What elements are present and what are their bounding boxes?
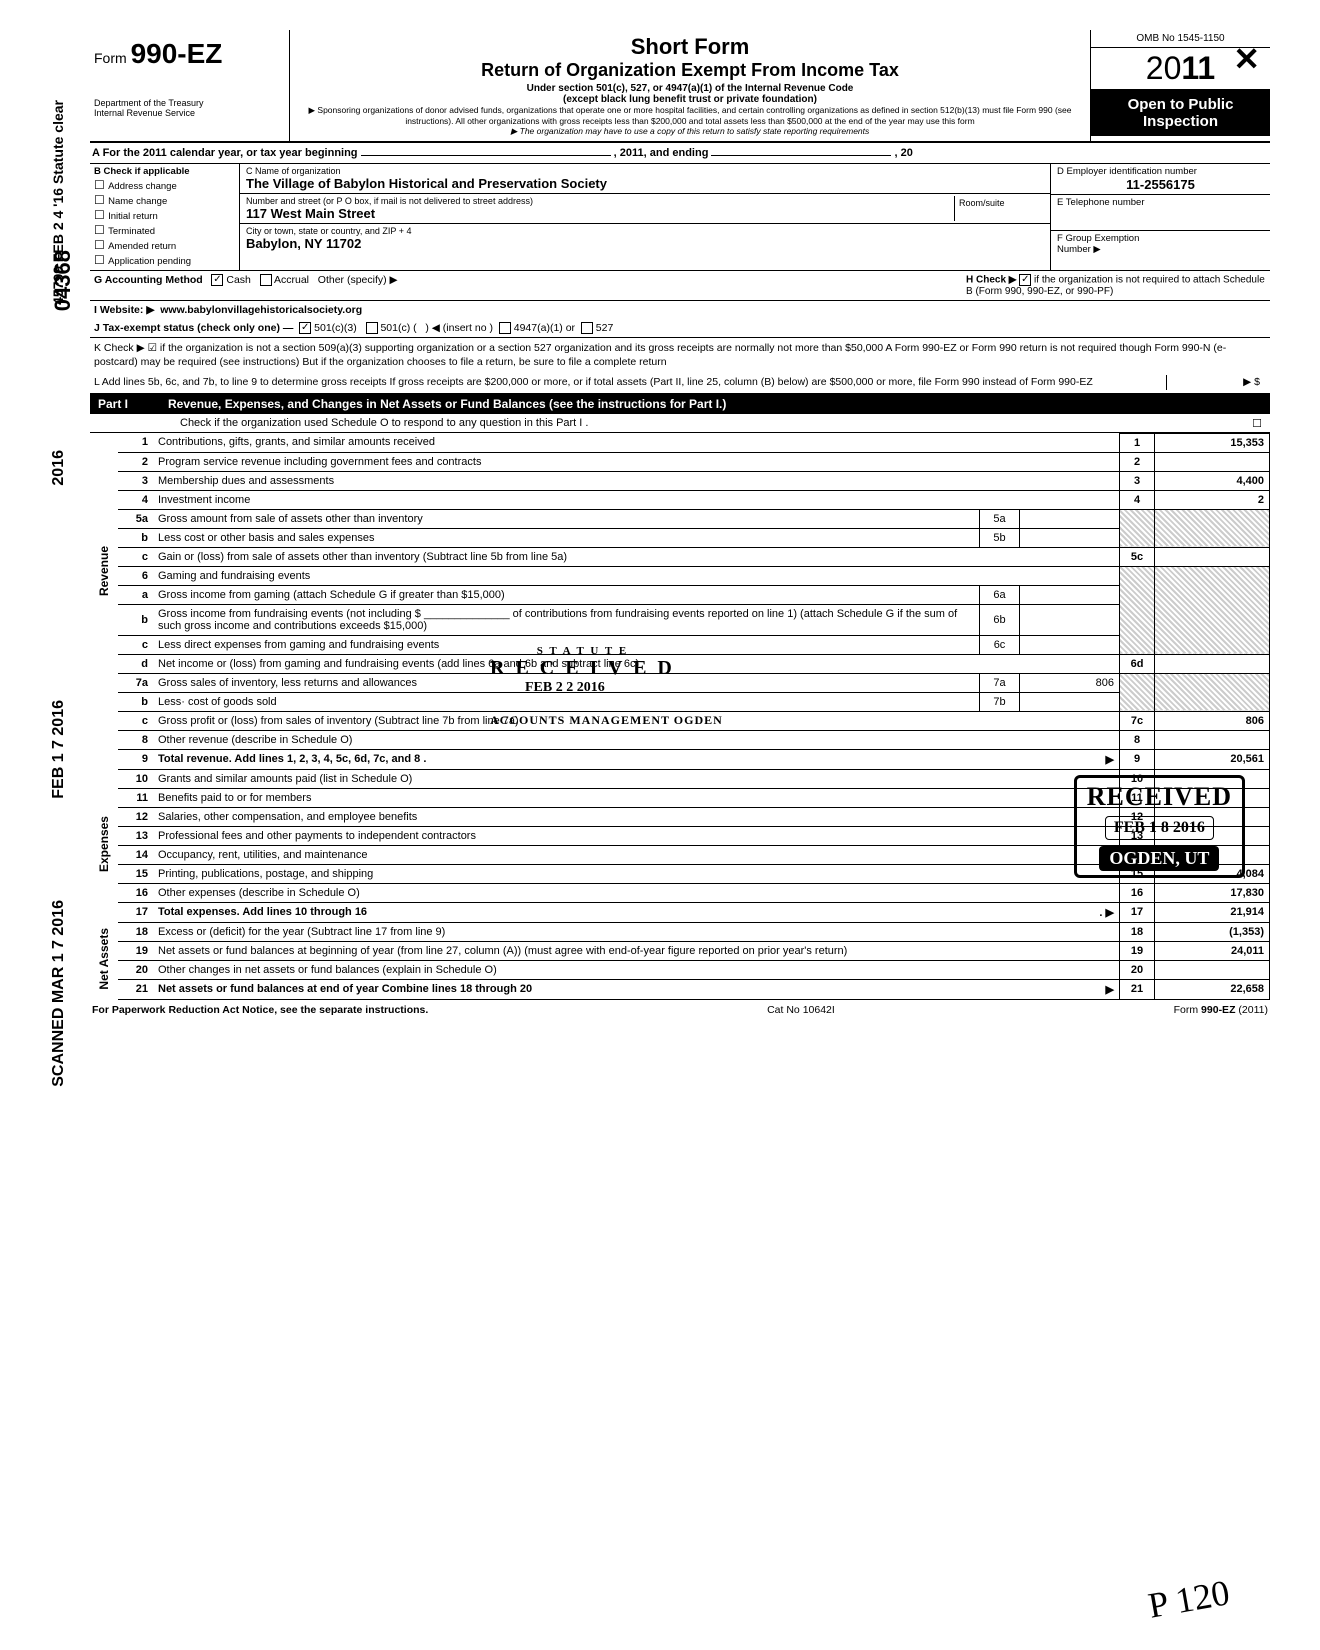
stamp-received-1-date: FEB 2 2 2016 xyxy=(525,680,605,696)
chk-initial[interactable]: Initial return xyxy=(94,208,235,222)
row-j-tax-status: J Tax-exempt status (check only one) — 5… xyxy=(90,319,1270,338)
org-name: The Village of Babylon Historical and Pr… xyxy=(246,176,1044,191)
title-return: Return of Organization Exempt From Incom… xyxy=(298,60,1082,81)
handwritten-mark: ✕ xyxy=(1233,40,1260,78)
footer-cat: Cat No 10642I xyxy=(767,1004,835,1016)
side-net-assets: Net Assets xyxy=(97,928,111,990)
chk-accrual[interactable] xyxy=(260,274,272,286)
website-url: www.babylonvillagehistoricalsociety.org xyxy=(160,304,362,316)
stamp-dln: 04368 xyxy=(50,250,76,311)
col-b-checkboxes: B Check if applicable Address change Nam… xyxy=(90,164,240,270)
label-org-name: C Name of organization xyxy=(246,166,1044,176)
stamp-date1: FEB 1 7 2016 xyxy=(50,700,68,799)
footer-left: For Paperwork Reduction Act Notice, see … xyxy=(92,1004,428,1016)
stamp-received-1-loc: ACCOUNTS MANAGEMENT OGDEN xyxy=(490,713,723,728)
title-short-form: Short Form xyxy=(298,34,1082,60)
label-telephone: E Telephone number xyxy=(1051,195,1270,231)
dept-treasury: Department of the Treasury xyxy=(94,98,285,108)
stamp-received-2: RECEIVED FEB 1 8 2016 OGDEN, UT xyxy=(1074,775,1245,878)
label-city: City or town, state or country, and ZIP … xyxy=(246,226,1044,236)
col-b-head: B Check if applicable xyxy=(94,166,190,177)
signature-initials: P 120 xyxy=(1145,1571,1233,1627)
dept-irs: Internal Revenue Service xyxy=(94,108,285,118)
open-to-public: Open to PublicInspection xyxy=(1091,90,1270,136)
row-k: K Check ▶ ☑ if the organization is not a… xyxy=(90,338,1270,372)
chk-sched-b[interactable] xyxy=(1019,274,1031,286)
chk-amended[interactable]: Amended return xyxy=(94,238,235,252)
room-suite: Room/suite xyxy=(954,196,1044,221)
chk-4947[interactable] xyxy=(499,322,511,334)
chk-501c3[interactable] xyxy=(299,322,311,334)
chk-501c[interactable] xyxy=(366,322,378,334)
side-expenses: Expenses xyxy=(97,816,111,872)
form-header: Form 990-EZ Department of the Treasury I… xyxy=(90,30,1270,143)
chk-address[interactable]: Address change xyxy=(94,178,235,192)
chk-terminated[interactable]: Terminated xyxy=(94,223,235,237)
row-a-tax-year: A For the 2011 calendar year, or tax yea… xyxy=(90,143,1270,164)
stamp-scanned: SCANNED MAR 1 7 2016 xyxy=(50,900,68,1087)
part1-header: Part I Revenue, Expenses, and Changes in… xyxy=(90,394,1270,414)
label-group-number: Number ▶ xyxy=(1057,244,1264,255)
label-group-exempt: F Group Exemption xyxy=(1057,233,1264,244)
stamp-received-1: S T A T U T E R E C E I V E D xyxy=(490,645,675,680)
chk-527[interactable] xyxy=(581,322,593,334)
chk-pending[interactable]: Application pending xyxy=(94,253,235,267)
block-bcd: B Check if applicable Address change Nam… xyxy=(90,164,1270,271)
instructions-2: ▶ The organization may have to use a cop… xyxy=(298,126,1082,137)
chk-cash[interactable] xyxy=(211,274,223,286)
chk-name[interactable]: Name change xyxy=(94,193,235,207)
row-l: L Add lines 5b, 6c, and 7b, to line 9 to… xyxy=(90,372,1270,393)
label-ein: D Employer identification number xyxy=(1057,166,1197,177)
footer: For Paperwork Reduction Act Notice, see … xyxy=(90,1000,1270,1020)
part1-sub: Check if the organization used Schedule … xyxy=(90,414,1270,433)
instructions-1: ▶ Sponsoring organizations of donor advi… xyxy=(298,105,1082,126)
stamp-year: 2016 xyxy=(50,450,68,486)
footer-form: Form Form 990-EZ (2011)990-EZ (2011) xyxy=(1174,1004,1268,1016)
label-street: Number and street (or P O box, if mail i… xyxy=(246,196,954,206)
row-g-accounting: G Accounting Method Cash Accrual Other (… xyxy=(90,271,1270,301)
subtitle-2: (except black lung benefit trust or priv… xyxy=(298,94,1082,105)
side-revenue: Revenue xyxy=(97,546,111,596)
city-state-zip: Babylon, NY 11702 xyxy=(246,236,1044,251)
form-number: Form 990-EZ xyxy=(94,38,285,70)
subtitle-1: Under section 501(c), 527, or 4947(a)(1)… xyxy=(298,83,1082,94)
row-i-website: I Website: ▶ www.babylonvillagehistorica… xyxy=(90,301,1270,319)
ein-value: 11-2556175 xyxy=(1057,177,1264,192)
street-address: 117 West Main Street xyxy=(246,206,954,221)
left-margin-stamps: 45799 FEB 2 4 '16 Statute clear 04368 20… xyxy=(20,100,80,1200)
